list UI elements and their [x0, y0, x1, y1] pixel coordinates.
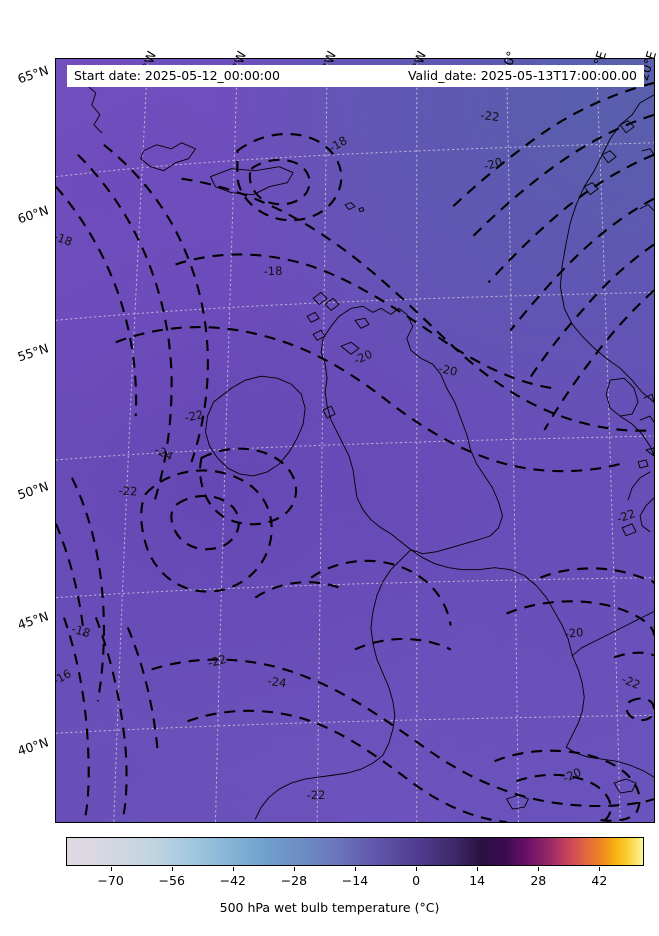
colorbar-tick-label: −14: [341, 873, 369, 888]
colorbar: −70 −56 −42 −28 −14 0 14 28 42: [66, 837, 644, 888]
valid-date-label: Valid_date: 2025-05-13T17:00:00.00: [407, 67, 637, 83]
colorbar-tick-mark: [171, 867, 173, 871]
map-plot-area: -18 -22 -20 -18 -18 -20 -20 -22 -24 -22 -22 -18 -20-…: [55, 58, 655, 823]
colorbar-tick-label: −42: [219, 873, 247, 888]
colorbar-tick-mark: [538, 867, 540, 871]
colorbar-axis-label: 500 hPa wet bulb temperature (°C): [219, 900, 440, 915]
contour-label: -20: [563, 625, 585, 641]
date-title-bar: Start date: 2025-05-12_00:00:00 Valid_da…: [67, 65, 644, 87]
contour-label: -24: [266, 673, 288, 691]
latitude-tick-label: 50°N: [15, 478, 51, 503]
temperature-contour-lines: [56, 81, 654, 822]
colorbar-tick-mark: [416, 867, 418, 871]
colorbar-tick-mark: [355, 867, 356, 871]
latitude-tick-label: 40°N: [15, 734, 51, 759]
latitude-tick-label: 60°N: [15, 202, 51, 227]
map-clip: -18 -22 -20 -18 -18 -20 -20 -22 -24 -22 -22 -18 -20-…: [56, 59, 654, 822]
latitude-tick-label: 45°N: [15, 608, 51, 633]
colorbar-tick-mark: [599, 867, 601, 871]
latitude-tick-label: 55°N: [15, 340, 51, 365]
colorbar-tick-label: −70: [97, 873, 124, 888]
colorbar-tick-label: 14: [469, 873, 486, 888]
colorbar-tick-mark: [232, 867, 234, 871]
colorbar-tick-mark: [293, 867, 295, 871]
contour-label: -22: [118, 483, 138, 499]
colorbar-tick-mark: [110, 867, 112, 871]
colorbar-tick-label: 28: [530, 873, 547, 888]
colorbar-tick-label: 42: [591, 873, 608, 888]
colorbar-tick-label: −28: [280, 873, 308, 888]
contour-label: -22: [306, 787, 326, 803]
graticule-gridlines: [56, 59, 654, 822]
colorbar-tick-label: 0: [412, 873, 421, 888]
latitude-tick-label: 65°N: [15, 62, 51, 87]
colorbar-tick-label: −56: [158, 873, 185, 888]
contour-label: -22: [479, 107, 501, 125]
temperature-field-fill: [56, 59, 654, 822]
contour-label: -18: [263, 263, 283, 279]
colorbar-tick-mark: [477, 867, 479, 871]
coastlines: [88, 86, 654, 820]
start-date-label: Start date: 2025-05-12_00:00:00: [74, 67, 280, 83]
